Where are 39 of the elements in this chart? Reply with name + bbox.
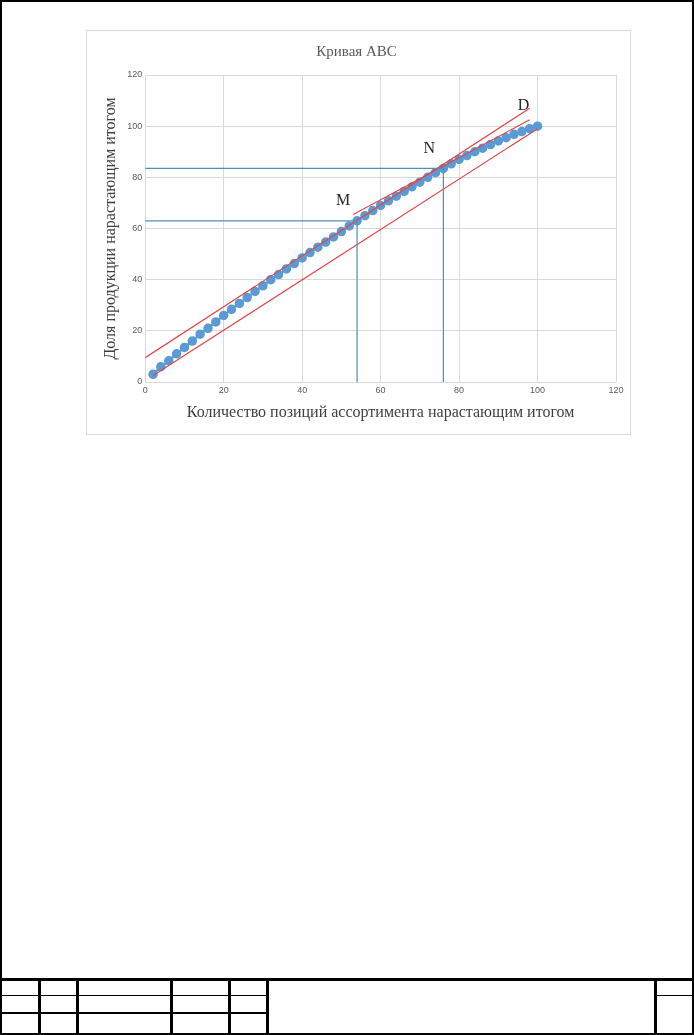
point (532, 121, 543, 131)
y-tick-label: 0 (137, 376, 143, 387)
point (517, 126, 527, 137)
y-tick-label: 60 (132, 222, 143, 233)
y-axis-title: Доля продукции нарастающим итогом (100, 97, 119, 360)
x-tick-label: 40 (297, 384, 308, 395)
chart-title: Кривая ABC (316, 42, 397, 59)
point (242, 292, 252, 303)
x-tick-label: 100 (530, 384, 546, 395)
x-tick-label: 20 (218, 384, 229, 395)
point (195, 329, 205, 339)
point (218, 310, 229, 321)
point (164, 356, 174, 366)
point (187, 336, 198, 346)
x-tick-label: 60 (375, 384, 386, 395)
point (171, 349, 182, 359)
point (226, 304, 237, 315)
point (501, 132, 511, 143)
annotation: N (423, 138, 436, 156)
x-axis-title: Количество позиций ассортимента нарастающим итогом (186, 402, 575, 421)
x-tick-label: 80 (454, 384, 465, 395)
point (211, 317, 221, 327)
y-tick-label: 80 (132, 171, 143, 182)
point (156, 361, 166, 372)
point (179, 342, 190, 353)
y-tick-label: 120 (127, 69, 143, 80)
y-tick-label: 20 (132, 325, 143, 336)
y-tick-label: 40 (132, 274, 143, 285)
point (250, 286, 260, 297)
point (258, 281, 268, 291)
point (203, 323, 213, 334)
point (509, 129, 519, 140)
point (493, 136, 504, 146)
point (234, 298, 245, 309)
x-tick-label: 120 (608, 384, 624, 395)
y-tick-label: 100 (127, 120, 143, 131)
annotation: M (335, 191, 351, 209)
point (524, 123, 535, 134)
annotation: D (517, 96, 530, 114)
